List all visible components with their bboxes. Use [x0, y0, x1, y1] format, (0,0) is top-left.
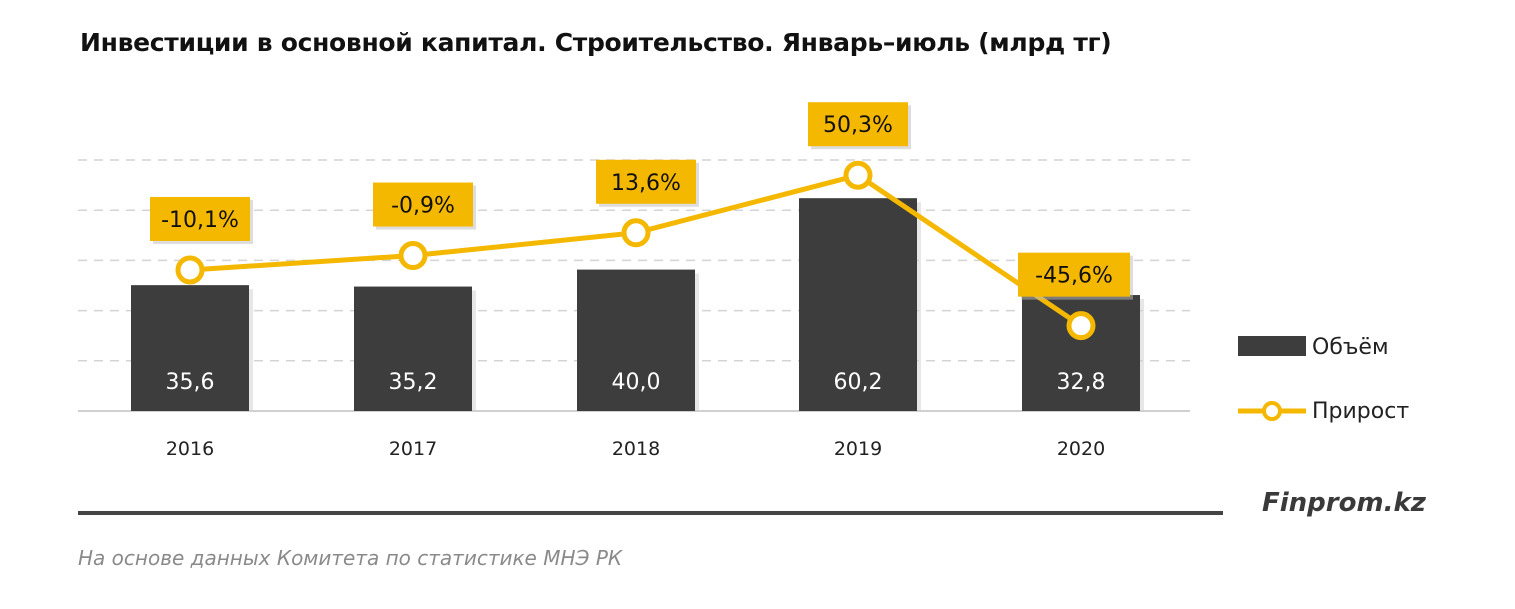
legend-label-growth: Прирост [1312, 399, 1409, 424]
growth-point-2019 [843, 160, 873, 190]
x-tick-label: 2016 [166, 438, 214, 460]
growth-label-box [373, 182, 473, 227]
bar-value-label: 35,2 [389, 370, 438, 395]
legend-label-volume: Объём [1312, 335, 1389, 360]
x-tick-label: 2018 [612, 438, 660, 460]
divider [78, 511, 1223, 515]
growth-point-2018 [621, 218, 651, 248]
growth-point-2020 [1066, 311, 1096, 341]
x-tick-label: 2020 [1057, 438, 1105, 460]
bar-2017 [354, 286, 472, 411]
x-tick-label: 2017 [389, 438, 437, 460]
bar-value-label: 35,6 [166, 370, 215, 395]
bar-2019 [799, 198, 917, 411]
growth-label-box [1018, 252, 1130, 297]
x-tick-label: 2019 [834, 438, 882, 460]
growth-label: -0,9% [391, 194, 455, 219]
brand-logo: Finprom.kz [1262, 488, 1426, 518]
growth-point-2016 [175, 255, 205, 285]
bar-2016 [131, 285, 249, 411]
growth-label-box [808, 102, 908, 147]
growth-label: 13,6% [611, 171, 681, 196]
bar-value-label: 32,8 [1057, 370, 1106, 395]
legend-bar-swatch [1238, 336, 1306, 356]
bar-value-label: 60,2 [834, 370, 883, 395]
growth-label: -10,1% [161, 208, 239, 233]
bar-value-label: 40,0 [612, 370, 661, 395]
growth-label: -45,6% [1035, 264, 1113, 289]
bar-2018 [577, 269, 695, 411]
chart-title: Инвестиции в основной капитал. Строитель… [80, 28, 1112, 57]
legend-point-swatch [1262, 401, 1282, 421]
growth-label-box [596, 159, 696, 204]
growth-point-2017 [398, 241, 428, 271]
growth-label: 50,3% [823, 113, 893, 138]
source-note: На основе данных Комитета по статистике … [78, 546, 623, 570]
growth-label-box [150, 196, 250, 241]
